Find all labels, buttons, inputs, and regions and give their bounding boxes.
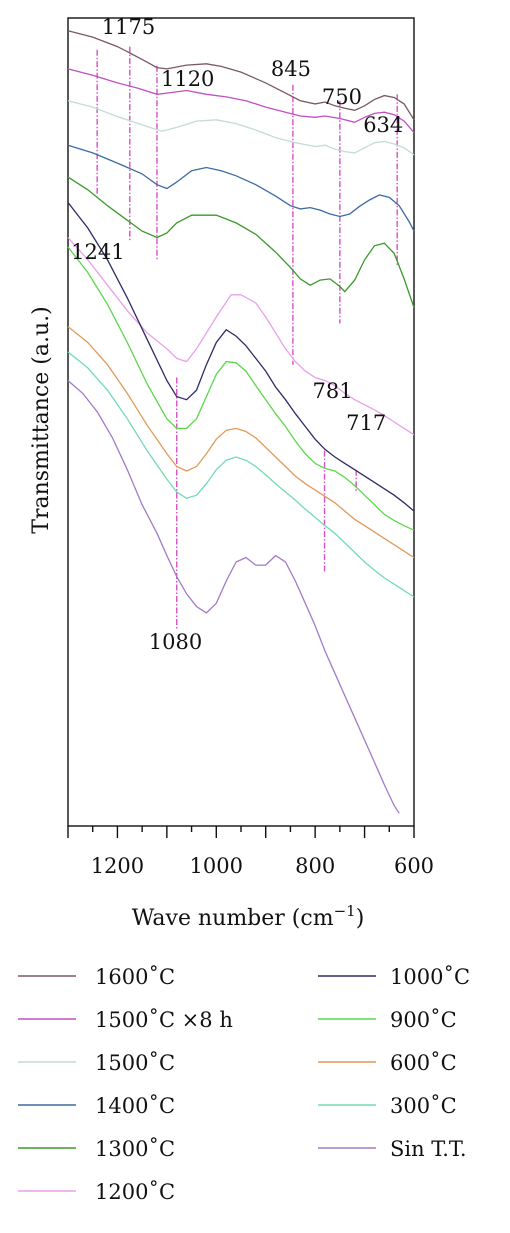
series-layer [67, 30, 415, 814]
x-axis: 1200 1000 800 600 [67, 826, 434, 878]
series-line-2 [67, 68, 415, 133]
series-line-1 [67, 30, 415, 121]
series-line-9 [67, 326, 415, 559]
legend-label-7: 1000˚C [390, 965, 470, 989]
annotation-label-1120: 1120 [161, 67, 214, 91]
series-line-3 [67, 100, 415, 156]
x-axis-title-end: ) [356, 906, 365, 931]
x-tick-label-1200: 1200 [91, 854, 144, 878]
legend-label-1: 1600˚C [95, 965, 175, 989]
annotation-lines [96, 46, 398, 629]
annotation-label-1175: 1175 [102, 15, 155, 39]
annotation-label-1241: 1241 [71, 240, 124, 264]
series-line-5 [67, 176, 415, 308]
x-axis-title-superscript: −1 [334, 902, 356, 920]
x-axis-title-main: Wave number (cm [132, 906, 334, 931]
x-tick-label-800: 800 [295, 854, 335, 878]
legend-label-2: 1500˚C ×8 h [95, 1008, 233, 1032]
legend-label-6: 1200˚C [95, 1180, 175, 1204]
x-tick-label-600: 600 [394, 854, 434, 878]
y-axis-title: Transmittance (a.u.) [29, 306, 54, 533]
series-line-4 [67, 144, 415, 232]
x-tick-label-1000: 1000 [190, 854, 243, 878]
legend-label-9: 600˚C [390, 1051, 457, 1075]
series-line-7 [67, 202, 415, 512]
annotation-label-750: 750 [322, 85, 362, 109]
legend-label-10: 300˚C [390, 1094, 457, 1118]
series-line-6 [67, 237, 415, 436]
annotation-label-717: 717 [346, 411, 386, 435]
series-line-8 [67, 246, 415, 531]
series-line-10 [67, 351, 415, 598]
legend: 1600˚C 1500˚C ×8 h 1500˚C 1400˚C 1300˚C 1200˚… [18, 965, 470, 1204]
legend-label-8: 900˚C [390, 1008, 457, 1032]
annotation-label-845: 845 [271, 57, 311, 81]
legend-label-3: 1500˚C [95, 1051, 175, 1075]
legend-label-5: 1300˚C [95, 1137, 175, 1161]
annotation-label-781: 781 [313, 379, 353, 403]
annotation-label-1080: 1080 [149, 630, 202, 654]
annotation-label-634: 634 [363, 113, 403, 137]
series-line-11 [67, 380, 400, 814]
x-axis-title: Wave number (cm−1) [132, 902, 365, 931]
legend-label-11: Sin T.T. [390, 1137, 467, 1161]
legend-label-4: 1400˚C [95, 1094, 175, 1118]
